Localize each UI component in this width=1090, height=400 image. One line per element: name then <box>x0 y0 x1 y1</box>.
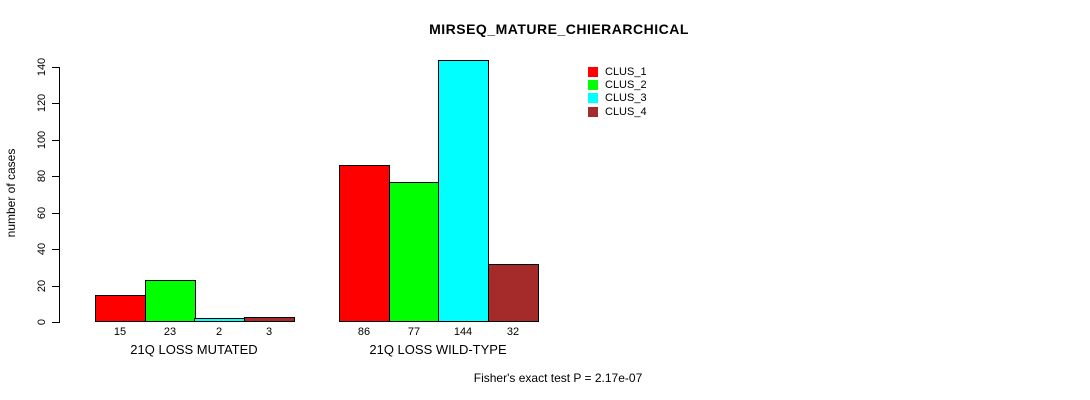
legend-label-clus_3: CLUS_3 <box>605 92 647 104</box>
bar-value-label: 15 <box>113 326 127 338</box>
bar-clus_3-group1 <box>194 318 245 322</box>
bar-clus_3-group2 <box>438 60 489 322</box>
bar-clus_4-group1 <box>244 317 295 322</box>
caption-text: Fisher's exact test P = 2.17e-07 <box>473 371 643 385</box>
legend-swatch-clus_3 <box>588 93 598 103</box>
y-axis-label: number of cases <box>4 148 18 238</box>
bar-value-label: 2 <box>215 326 223 338</box>
y-tick <box>52 249 59 250</box>
category-label: 21Q LOSS WILD-TYPE <box>369 342 507 357</box>
bar-value-label: 23 <box>163 326 177 338</box>
y-tick <box>52 322 59 323</box>
bar-value-label: 144 <box>453 326 473 338</box>
legend-swatch-clus_2 <box>588 80 598 90</box>
y-tick-label: 40 <box>36 242 48 256</box>
y-tick-label: 80 <box>36 169 48 183</box>
category-label: 21Q LOSS MUTATED <box>130 342 258 357</box>
bar-clus_2-group2 <box>389 182 440 322</box>
bar-value-label: 32 <box>506 326 520 338</box>
y-tick <box>52 67 59 68</box>
legend-label-clus_4: CLUS_4 <box>605 106 647 118</box>
y-tick-label: 100 <box>36 130 48 150</box>
bar-clus_1-group2 <box>339 165 390 322</box>
bar-value-label: 77 <box>407 326 421 338</box>
y-tick <box>52 286 59 287</box>
legend-swatch-clus_1 <box>588 67 598 77</box>
bar-clus_1-group1 <box>95 295 146 322</box>
y-tick <box>52 103 59 104</box>
y-axis-line <box>59 67 60 323</box>
chart-title: MIRSEQ_MATURE_CHIERARCHICAL <box>429 21 689 37</box>
bar-clus_2-group1 <box>145 280 196 322</box>
bar-value-label: 86 <box>357 326 371 338</box>
y-tick <box>52 213 59 214</box>
y-tick-label: 20 <box>36 279 48 293</box>
bar-value-label: 3 <box>265 326 273 338</box>
y-tick-label: 0 <box>36 318 48 326</box>
legend-swatch-clus_4 <box>588 107 598 117</box>
legend-label-clus_2: CLUS_2 <box>605 79 647 91</box>
y-tick <box>52 140 59 141</box>
y-tick-label: 60 <box>36 206 48 220</box>
y-tick-label: 140 <box>36 57 48 77</box>
y-tick <box>52 176 59 177</box>
y-tick-label: 120 <box>36 93 48 113</box>
legend-label-clus_1: CLUS_1 <box>605 66 647 78</box>
legend: CLUS_1 CLUS_2 CLUS_3 CLUS_4 <box>588 66 678 120</box>
bar-clus_4-group2 <box>488 264 539 322</box>
